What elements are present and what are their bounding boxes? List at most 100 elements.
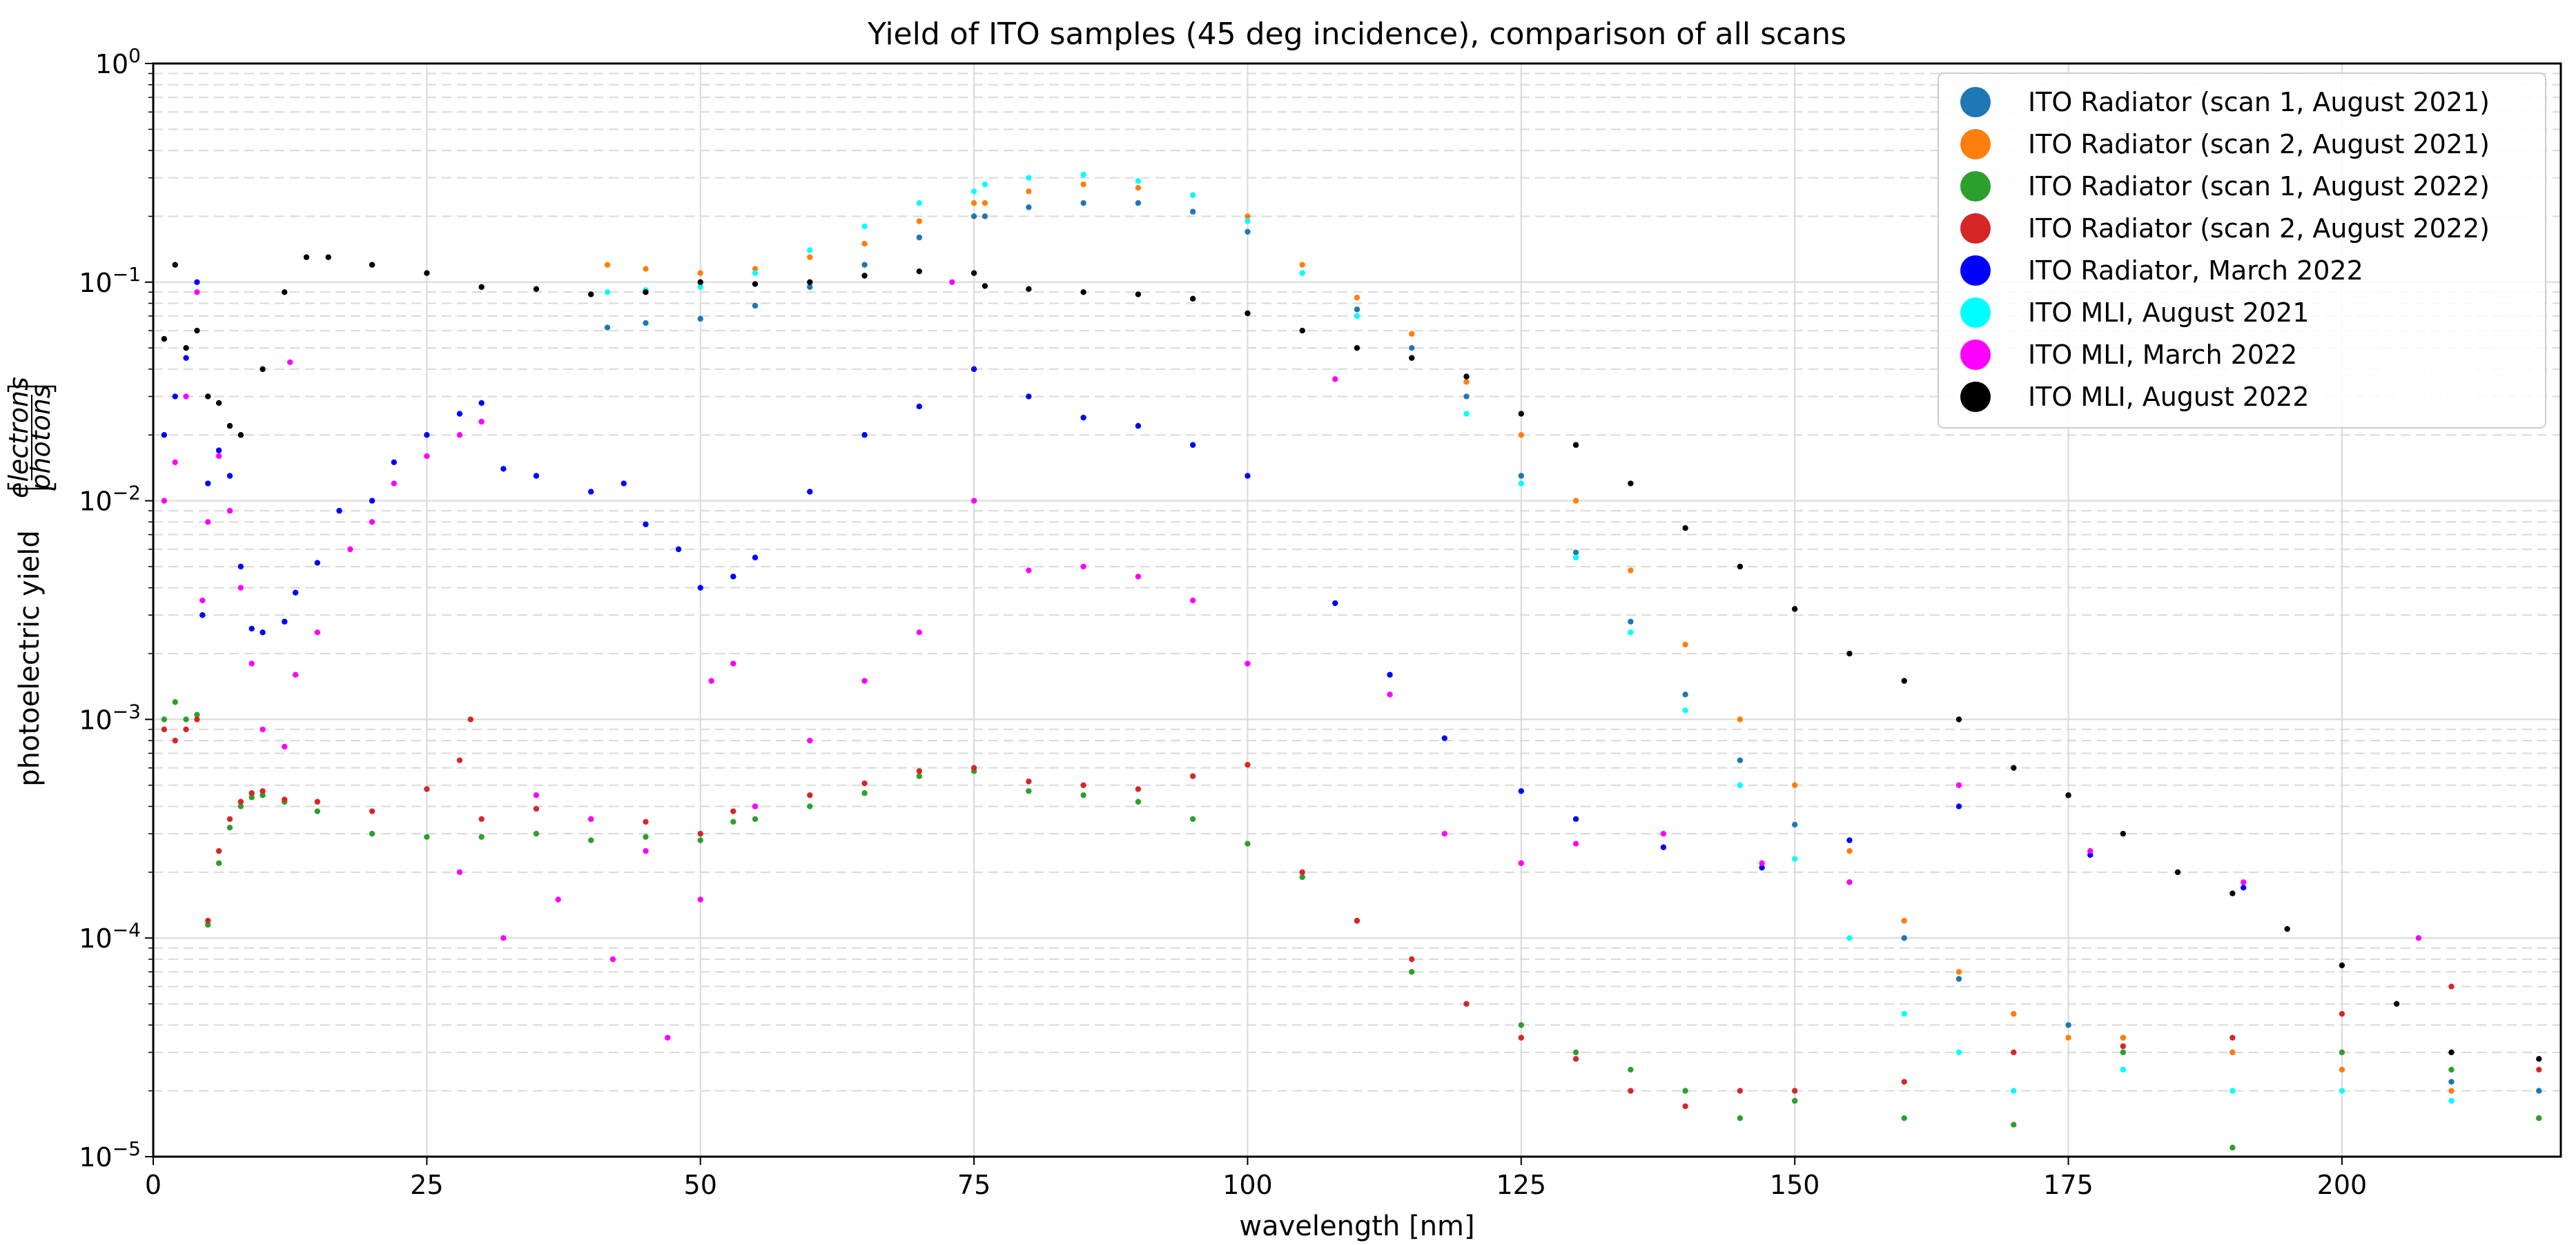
data-point [282,743,288,750]
data-point [1572,554,1579,561]
data-point [1628,629,1634,636]
data-point [1026,778,1032,785]
data-point [1463,373,1470,380]
data-point [314,560,321,566]
data-point [2536,1115,2542,1121]
data-point [456,757,463,763]
data-point [697,284,703,291]
legend-item: ITO Radiator (scan 2, August 2022) [1960,213,2490,244]
data-point [1846,837,1853,843]
data-point [1901,1079,1907,1085]
data-point [2229,1049,2236,1056]
data-point [1682,641,1688,648]
data-point [861,273,868,279]
data-point [347,546,353,553]
data-point [248,794,255,801]
data-point [697,837,703,843]
data-point [970,213,977,219]
data-point [697,830,703,837]
data-point [2229,1088,2236,1094]
data-point [314,808,321,814]
data-point [1572,1056,1579,1062]
legend-marker [1960,213,1991,244]
data-point [1354,344,1360,351]
data-point [226,816,233,823]
data-point [2065,1022,2071,1028]
data-point [752,281,759,287]
data-point [708,678,714,684]
x-tick-label: 200 [2317,1170,2368,1200]
data-point [1518,473,1525,479]
data-point [1189,208,1196,215]
data-point [2536,1056,2542,1062]
data-point [1189,773,1196,779]
legend-item: ITO MLI, August 2021 [1960,297,2310,328]
data-point [643,834,649,840]
data-point [861,262,868,268]
data-point [2448,1066,2455,1073]
data-point [697,585,703,591]
legend-marker [1960,87,1991,117]
data-point [643,266,649,272]
data-point [1660,844,1667,850]
data-point [1245,218,1251,224]
data-point [1189,442,1196,448]
data-point [1737,1115,1744,1121]
data-point [1682,692,1688,698]
data-point [456,869,463,876]
series-7 [161,279,2422,1041]
data-point [1135,422,1142,429]
data-point [226,824,233,831]
data-point [161,432,168,438]
y-axis-units-denominator: photons [26,384,56,491]
x-tick-label: 50 [684,1170,717,1200]
y-tick-label: 10−1 [79,263,141,298]
data-point [916,218,923,224]
data-point [161,716,168,723]
data-point [260,726,266,733]
data-point [1955,803,1962,810]
data-point [970,270,977,276]
data-point [1080,792,1086,798]
plot-frame [152,62,2562,1158]
data-point [730,818,736,825]
data-point [1628,567,1634,574]
data-point [916,768,923,774]
legend-label: ITO Radiator (scan 2, August 2021) [2028,129,2490,159]
data-point [1572,1049,1579,1056]
data-point [260,792,266,798]
data-point [226,422,233,429]
data-point [1245,228,1251,235]
data-point [982,200,988,206]
data-point [1299,869,1305,876]
data-point [237,803,244,810]
data-point [1628,618,1634,625]
data-point [697,315,703,322]
data-point [2065,792,2071,798]
data-point [1660,830,1667,837]
data-point [1245,310,1251,317]
data-point [643,847,649,854]
data-point [282,289,288,295]
data-point [260,629,266,636]
data-point [1955,969,1962,975]
data-point [1245,473,1251,479]
data-point [970,200,977,206]
data-point [1135,200,1142,206]
data-point [260,788,266,794]
data-point [643,818,649,825]
data-point [199,612,206,618]
data-point [1080,171,1086,178]
data-point [1135,291,1142,297]
data-point [1026,188,1032,195]
series-5 [161,279,2247,891]
data-point [807,279,813,285]
data-point [2339,1010,2345,1017]
data-point [314,798,321,805]
data-point [807,247,813,253]
data-point [970,188,977,195]
data-point [2339,962,2345,968]
data-point [172,393,178,400]
data-point [2284,925,2290,932]
data-point [1441,830,1448,837]
